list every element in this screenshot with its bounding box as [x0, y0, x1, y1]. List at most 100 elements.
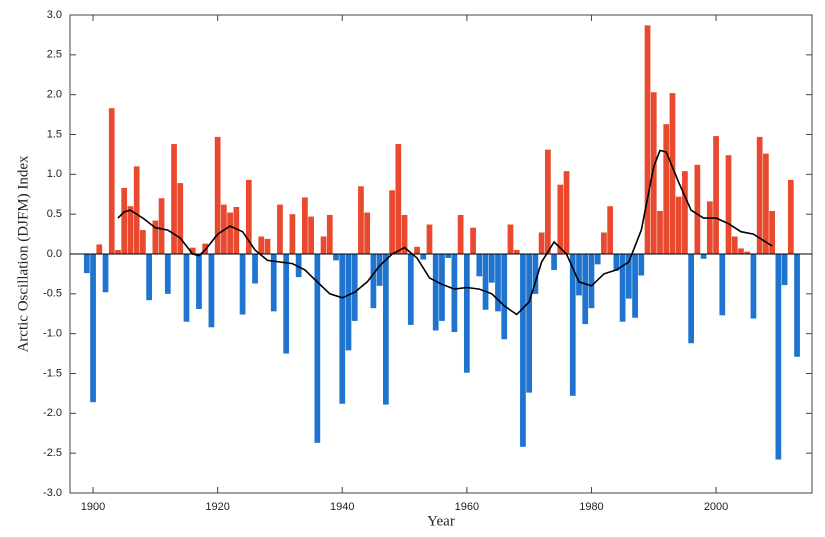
bar	[102, 254, 109, 293]
bar	[675, 196, 682, 254]
y-tick-label: -2.5	[43, 447, 62, 459]
bar	[115, 250, 121, 254]
bar	[445, 254, 452, 258]
y-tick-label: -3.0	[43, 487, 62, 499]
bar	[520, 254, 526, 447]
bar	[744, 251, 751, 254]
bar	[414, 246, 420, 254]
bar	[320, 236, 327, 254]
y-tick-label: 1.5	[47, 128, 62, 140]
bar	[370, 254, 377, 309]
x-axis-label: Year	[427, 513, 455, 529]
y-tick-label: 0.5	[47, 208, 62, 220]
bar	[544, 149, 551, 254]
bar	[638, 254, 645, 276]
bar	[401, 214, 408, 254]
bar	[277, 204, 283, 254]
bar	[83, 254, 90, 274]
bar	[308, 216, 314, 254]
bar	[650, 92, 657, 254]
bar	[164, 254, 171, 294]
bar	[314, 254, 321, 443]
bar	[713, 136, 719, 254]
bar	[345, 254, 352, 351]
bar	[607, 206, 614, 254]
bar	[289, 214, 296, 254]
bar	[613, 254, 620, 271]
bar	[121, 187, 128, 254]
bar	[601, 232, 607, 254]
bar	[252, 254, 258, 284]
bar	[339, 254, 346, 404]
bar	[158, 198, 165, 254]
x-tick-label: 1920	[205, 501, 229, 513]
y-tick-label: 2.5	[47, 49, 62, 61]
bar	[644, 25, 651, 255]
bar	[669, 93, 676, 254]
bar	[146, 254, 152, 301]
x-tick-label: 1960	[455, 501, 479, 513]
x-tick-label: 1900	[81, 501, 105, 513]
bar	[625, 254, 632, 299]
bar	[152, 220, 159, 254]
bar	[775, 254, 782, 460]
bar	[663, 124, 670, 254]
bar	[432, 254, 439, 331]
bar	[688, 254, 695, 344]
bar	[725, 155, 732, 254]
bar	[183, 254, 190, 322]
bar	[657, 210, 663, 254]
bar	[196, 254, 202, 309]
bar	[538, 232, 545, 254]
x-tick-label: 1980	[579, 501, 603, 513]
bar	[171, 144, 177, 254]
y-tick-label: -0.5	[43, 288, 62, 300]
bar	[245, 179, 252, 254]
bar	[781, 254, 788, 286]
x-tick-label: 2000	[704, 501, 728, 513]
bar	[426, 224, 433, 254]
bar	[476, 254, 483, 277]
bar	[395, 144, 402, 254]
y-tick-label: 2.0	[47, 89, 62, 101]
bar	[407, 254, 414, 325]
y-tick-label: 0.0	[47, 248, 62, 260]
bar	[239, 254, 246, 315]
bar	[582, 254, 589, 325]
bar	[632, 254, 638, 318]
bar	[227, 212, 233, 254]
bar	[140, 230, 146, 254]
bar	[283, 254, 290, 354]
bar	[756, 136, 763, 254]
y-tick-label: 1.0	[47, 168, 62, 180]
bar	[501, 254, 508, 340]
bar	[133, 166, 140, 254]
bar	[557, 184, 564, 254]
bar	[719, 254, 726, 316]
bar	[189, 247, 196, 254]
bar	[682, 171, 688, 254]
bar	[507, 224, 514, 254]
y-tick-label: -2.0	[43, 407, 62, 419]
bar	[376, 254, 383, 286]
bar	[731, 236, 738, 254]
bar	[750, 254, 757, 319]
bar	[208, 254, 215, 328]
bar	[551, 254, 557, 270]
bar	[482, 254, 489, 310]
bar	[358, 186, 364, 254]
smoothed-line	[117, 149, 773, 316]
bar	[763, 153, 769, 254]
bar	[127, 206, 134, 254]
bar	[769, 210, 775, 254]
bar	[96, 244, 103, 254]
bar	[700, 254, 707, 259]
bar	[214, 136, 221, 254]
bar	[738, 248, 744, 254]
bar	[326, 214, 333, 254]
y-tick-label: 3.0	[47, 9, 62, 21]
y-axis-label: Arctic Oscillation (DJFM) Index	[15, 155, 31, 353]
bar	[389, 190, 395, 254]
bar	[295, 254, 302, 278]
